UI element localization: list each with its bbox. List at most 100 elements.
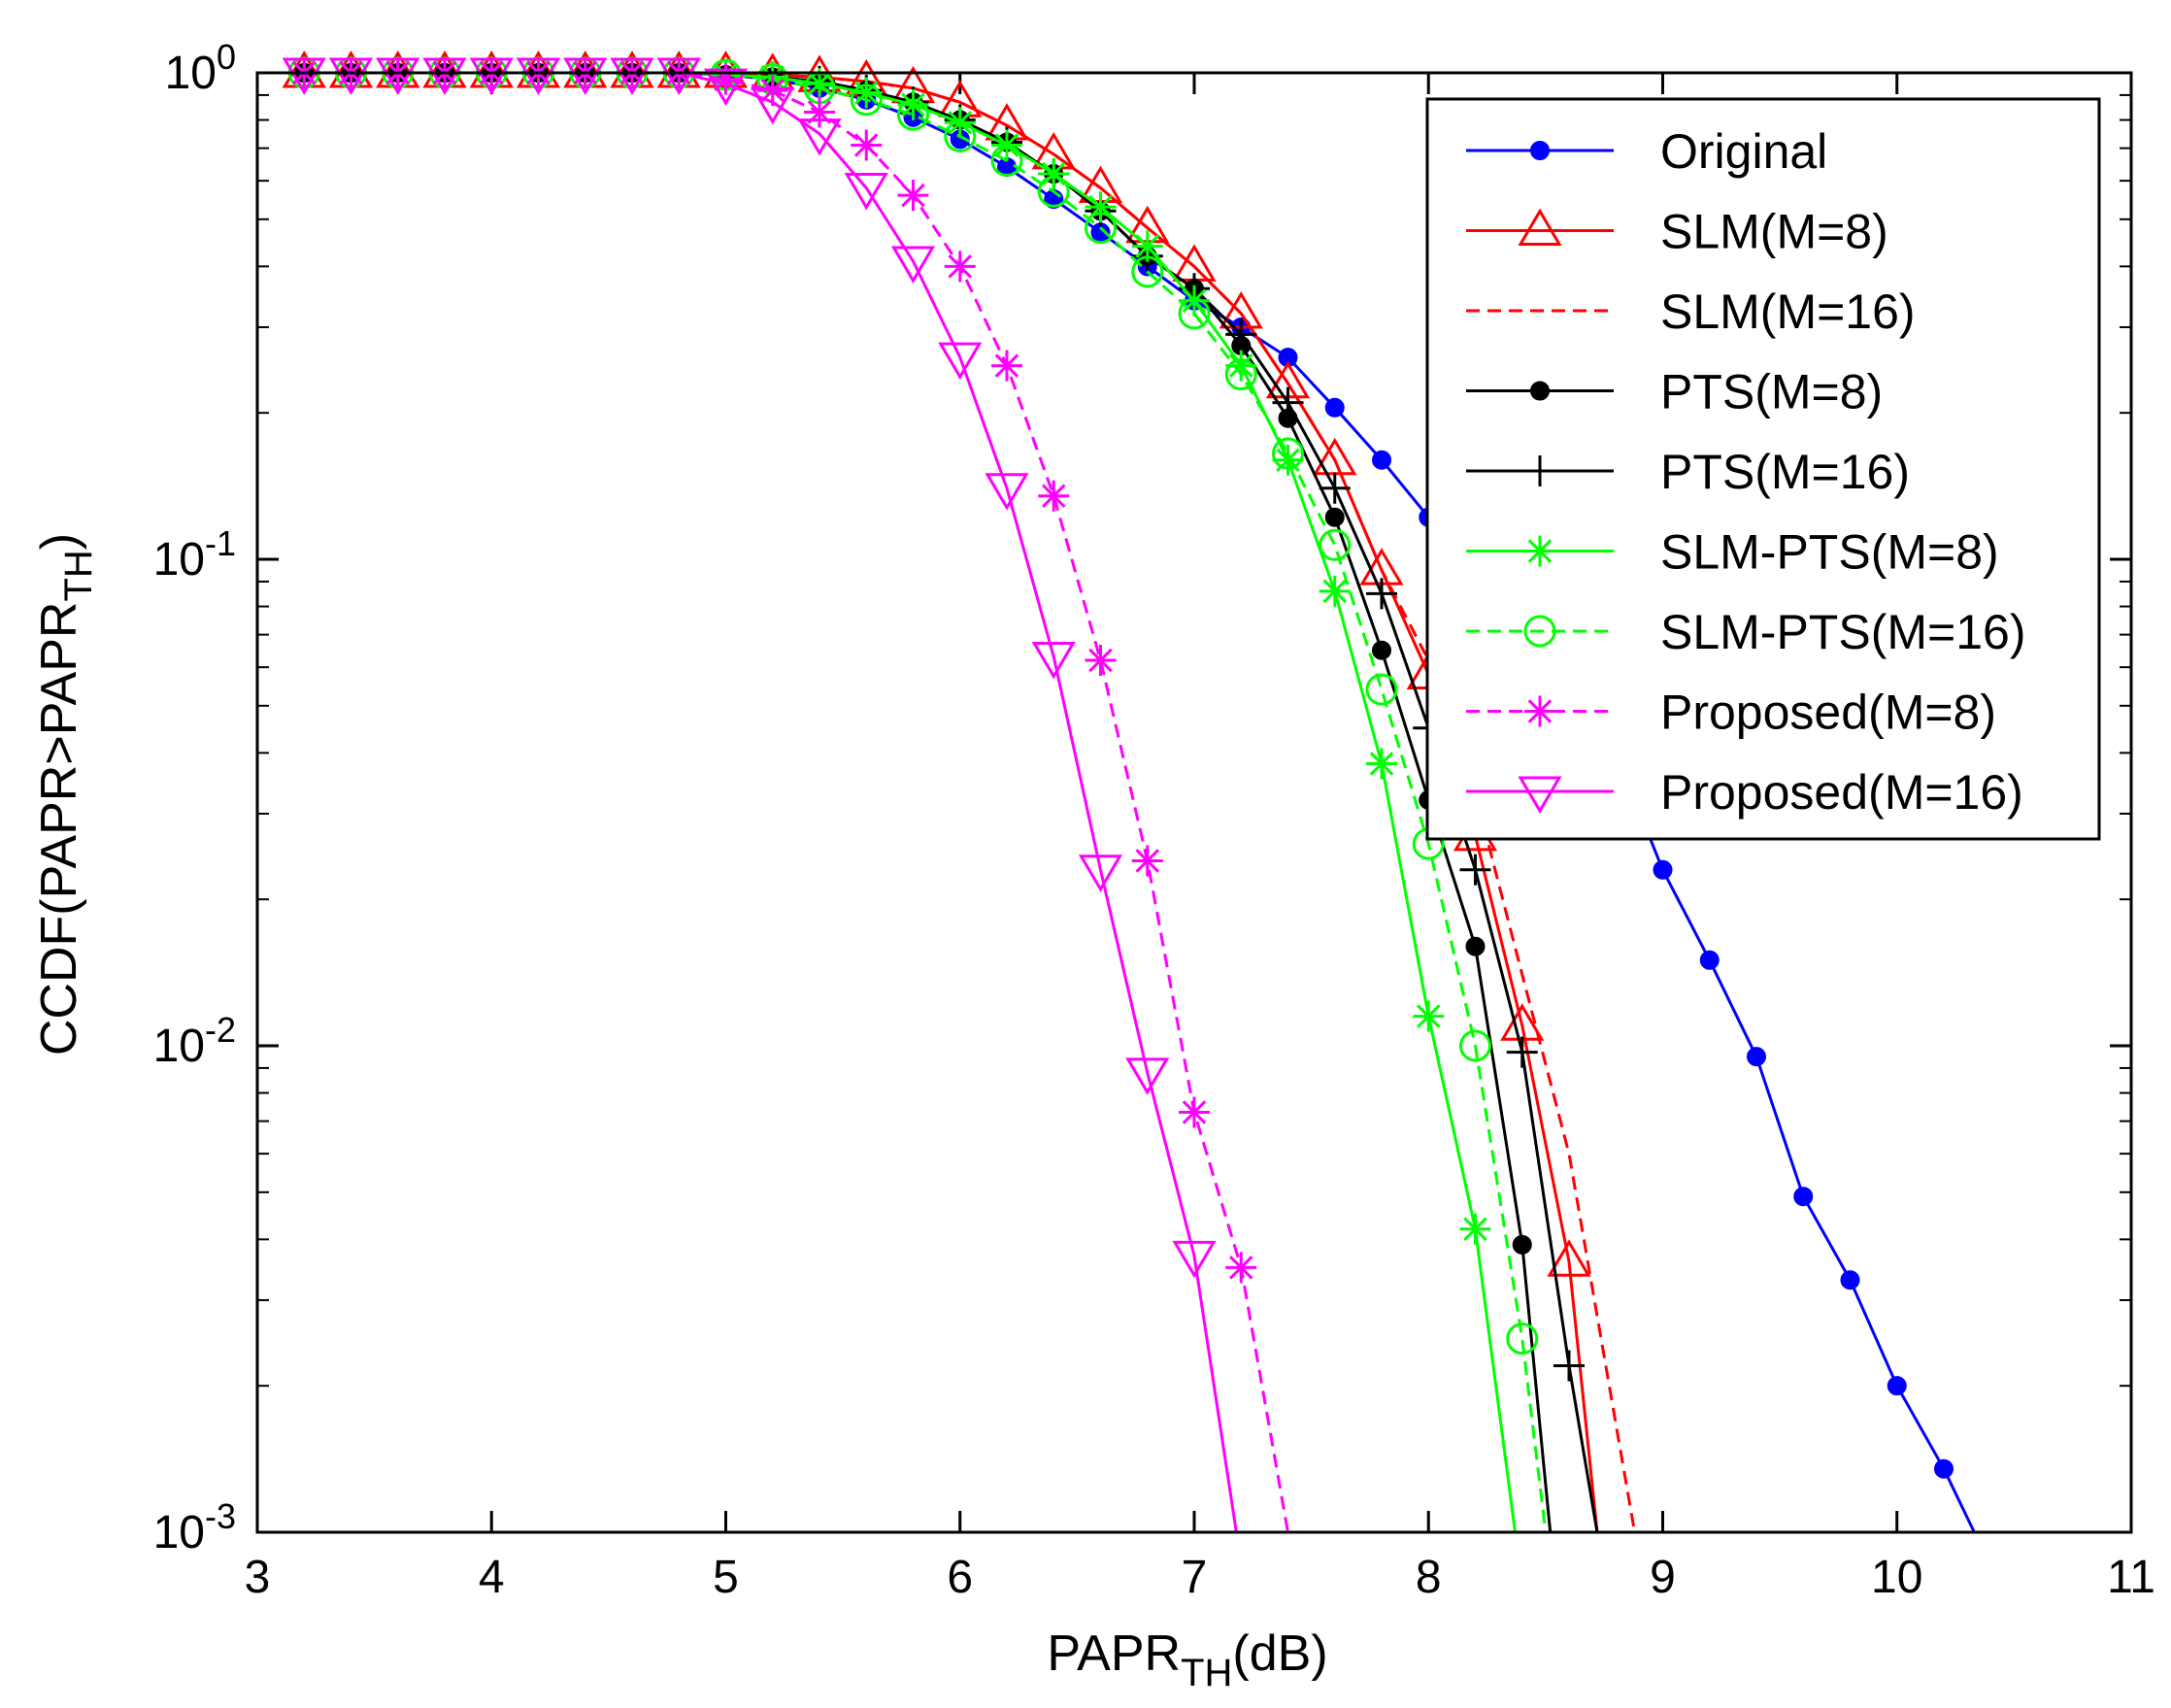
data-point-slm-pts-m-16-shape (1131, 255, 1164, 288)
data-point-pts-m-16-shape (1272, 386, 1304, 419)
data-point-proposed-m-8-shape (991, 350, 1022, 382)
legend-entry-pts-m-16: PTS(M=16) (1466, 445, 1910, 499)
data-point-proposed-m-16-shape (751, 86, 795, 125)
legend-marker-original (1530, 141, 1550, 160)
data-point-slm-m-8-shape (1547, 1239, 1591, 1277)
y-tick-label: 10-3 (153, 1496, 236, 1558)
legend-marker-proposed-m-8-shape (1524, 695, 1555, 727)
data-point-slm-pts-m-8-shape (1131, 230, 1163, 262)
x-tick-label: 5 (713, 1552, 739, 1603)
data-point-pts-m-16 (1366, 578, 1397, 610)
series-line-slm-pts-m-16 (304, 71, 1548, 1533)
legend-entry-slm-pts-m-16: SLM-PTS(M=16) (1466, 605, 2025, 659)
data-point-proposed-m-8-shape (1225, 1252, 1257, 1284)
data-point-slm-pts-m-16 (990, 144, 1023, 177)
data-point-proposed-m-16-shape (656, 57, 701, 95)
data-point-slm-pts-m-8 (1319, 575, 1351, 607)
legend-label-slm-pts-m-16: SLM-PTS(M=16) (1660, 605, 2025, 659)
data-point-proposed-m-8-shape (851, 129, 883, 161)
data-point-proposed-m-16-shape (844, 173, 888, 211)
legend-marker-proposed-m-8 (1524, 695, 1555, 727)
data-point-slm-pts-m-16-shape (1224, 358, 1257, 391)
data-point-slm-pts-m-8 (1272, 444, 1304, 476)
data-point-pts-m-16 (1319, 472, 1351, 504)
data-point-proposed-m-16 (1078, 854, 1123, 892)
legend-marker-slm-pts-m-8-shape (1524, 535, 1555, 567)
data-point-slm-pts-m-8 (1225, 350, 1257, 382)
data-point-pts-m-16 (1506, 1036, 1538, 1068)
series-line-proposed-m-8 (304, 71, 1289, 1533)
data-point-pts-m-8 (1372, 640, 1391, 660)
data-point-slm-pts-m-8 (1085, 191, 1117, 223)
data-point-proposed-m-16 (1125, 1057, 1170, 1095)
data-point-proposed-m-16 (469, 57, 514, 95)
data-point-proposed-m-16-shape (1172, 1240, 1217, 1279)
legend-marker-pts-m-16 (1524, 455, 1555, 486)
data-point-slm-pts-m-16-shape (1319, 528, 1352, 561)
data-point-slm-pts-m-16 (1085, 212, 1117, 245)
data-point-proposed-m-16 (563, 57, 608, 95)
data-point-original (1934, 1458, 1954, 1479)
data-point-proposed-m-16-shape (703, 68, 749, 107)
data-point-proposed-m-16 (938, 342, 983, 381)
data-point-original (1699, 950, 1720, 970)
data-point-slm-pts-m-8 (1179, 285, 1210, 317)
data-point-slm-pts-m-8-shape (1038, 158, 1070, 190)
data-point-slm-pts-m-16-shape (1365, 673, 1398, 706)
data-point-proposed-m-16 (751, 86, 795, 125)
data-point-proposed-m-16 (376, 57, 420, 95)
legend-label-slm-pts-m-8: SLM-PTS(M=8) (1660, 525, 1999, 580)
data-point-slm-pts-m-16 (1319, 528, 1352, 561)
data-point-proposed-m-8 (944, 251, 976, 283)
data-point-original-shape (1793, 1187, 1814, 1207)
data-point-original-shape (1699, 950, 1720, 970)
data-point-proposed-m-16-shape (797, 118, 842, 156)
data-point-slm-pts-m-8 (1038, 158, 1070, 190)
legend-label-proposed-m-8: Proposed(M=8) (1660, 686, 1996, 740)
data-point-proposed-m-8-shape (1179, 1096, 1210, 1128)
legend-entry-slm-m-8: SLM(M=8) (1466, 205, 1888, 259)
data-point-slm-pts-m-8-shape (851, 77, 883, 109)
data-point-proposed-m-16 (985, 473, 1029, 511)
data-point-proposed-m-16 (656, 57, 701, 95)
data-point-slm-pts-m-16-shape (1178, 297, 1211, 330)
data-point-slm-pts-m-16-shape (850, 84, 883, 117)
data-point-proposed-m-16 (422, 57, 467, 95)
data-point-pts-m-16 (1459, 854, 1491, 886)
data-point-proposed-m-16 (1172, 1240, 1217, 1279)
data-point-slm-pts-m-8 (1366, 748, 1397, 780)
legend-label-pts-m-16: PTS(M=16) (1660, 445, 1910, 499)
data-point-slm-pts-m-16-shape (1037, 175, 1070, 208)
data-point-slm-pts-m-8 (897, 88, 929, 120)
data-point-original-shape (1324, 397, 1345, 418)
data-point-proposed-m-16 (282, 57, 326, 95)
y-tick-label: 10-2 (153, 1010, 236, 1072)
x-tick-label: 7 (1182, 1552, 1208, 1603)
data-point-slm-pts-m-16-shape (1459, 1029, 1491, 1062)
data-point-pts-m-8-shape (1512, 1234, 1532, 1255)
y-tick-label: 100 (165, 37, 236, 99)
data-point-proposed-m-16-shape (563, 57, 608, 95)
data-point-slm-pts-m-8 (1459, 1213, 1491, 1245)
data-point-slm-pts-m-16 (1272, 437, 1304, 470)
legend-marker-pts-m-8 (1530, 381, 1550, 401)
data-point-proposed-m-16-shape (610, 57, 654, 95)
data-point-slm-pts-m-8-shape (1366, 748, 1397, 780)
x-tick-labels: 3 4 5 6 7 8 9 10 11 (245, 1552, 2155, 1603)
legend-marker-slm-m-8-shape (1518, 208, 1562, 246)
data-point-slm-pts-m-8 (1131, 230, 1163, 262)
legend-entry-pts-m-8: PTS(M=8) (1466, 365, 1883, 419)
data-point-slm-pts-m-16-shape (1272, 437, 1304, 470)
data-point-pts-m-16-shape (1225, 318, 1257, 351)
data-point-proposed-m-8 (1038, 480, 1070, 512)
data-point-slm-pts-m-8-shape (1225, 350, 1257, 382)
data-point-pts-m-8-shape (1465, 936, 1486, 956)
data-point-slm-pts-m-8 (851, 77, 883, 109)
legend-label-slm-m-8: SLM(M=8) (1660, 205, 1888, 259)
y-axis-label: CCDF(PAPR>PAPRTH) (31, 533, 100, 1055)
data-point-pts-m-16-shape (1459, 854, 1491, 886)
data-point-proposed-m-16 (797, 118, 842, 156)
data-point-slm-pts-m-16 (1131, 255, 1164, 288)
data-point-proposed-m-16 (610, 57, 654, 95)
x-tick-label: 9 (1650, 1552, 1676, 1603)
